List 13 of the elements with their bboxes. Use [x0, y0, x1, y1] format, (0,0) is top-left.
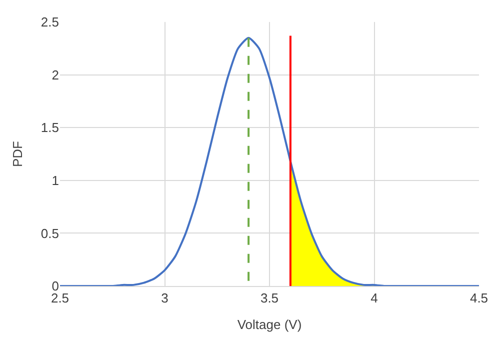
x-axis-title: Voltage (V): [237, 317, 302, 332]
y-tick-label: 1.5: [40, 120, 59, 136]
line-series: [60, 36, 479, 286]
y-tick-label: 0: [52, 278, 59, 294]
y-tick-label: 1: [52, 172, 59, 188]
y-tick-label: 0.5: [40, 226, 59, 241]
x-tick-label: 3: [161, 290, 168, 306]
y-axis-title: PDF: [10, 140, 25, 167]
x-tick-label: 3.5: [260, 290, 279, 306]
y-tick-label: 2: [52, 67, 59, 82]
x-tick-label: 4.5: [470, 290, 488, 306]
y-tick-label: 2.5: [40, 14, 59, 30]
x-tick-label: 4: [370, 290, 378, 306]
